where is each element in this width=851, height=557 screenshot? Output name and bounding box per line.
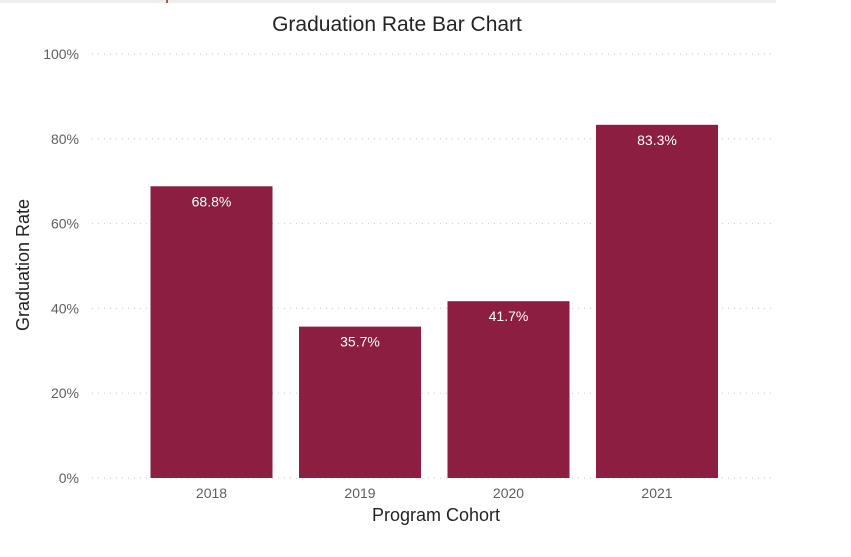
bar[interactable]	[447, 301, 570, 478]
bars	[150, 124, 718, 479]
y-tick-label: 60%	[51, 216, 79, 232]
top-border	[0, 0, 776, 3]
x-tick-label: 2018	[196, 485, 227, 501]
x-axis-title: Program Cohort	[372, 505, 500, 525]
bar-data-label: 41.7%	[489, 308, 529, 324]
bar-data-label: 35.7%	[340, 334, 380, 350]
bar[interactable]	[150, 186, 273, 478]
x-tick-label: 2019	[344, 485, 375, 501]
bar-data-label: 83.3%	[637, 132, 677, 148]
y-tick-label: 40%	[51, 300, 79, 316]
y-axis-title: Graduation Rate	[13, 199, 33, 331]
data-labels: 68.8% 35.7% 41.7% 83.3%	[192, 132, 677, 350]
bar[interactable]	[299, 326, 421, 478]
bar-data-label: 68.8%	[192, 193, 232, 209]
bar[interactable]	[596, 124, 718, 479]
y-axis-ticks: 0% 20% 40% 60% 80% 100%	[43, 46, 79, 486]
x-tick-label: 2021	[641, 485, 672, 501]
y-tick-label: 20%	[51, 385, 79, 401]
x-tick-label: 2020	[493, 485, 524, 501]
top-border-accent	[166, 0, 168, 3]
x-axis-ticks: 2018 2019 2020 2021	[196, 485, 673, 501]
y-tick-label: 0%	[59, 470, 79, 486]
y-tick-label: 100%	[43, 46, 79, 62]
y-tick-label: 80%	[51, 131, 79, 147]
chart-title: Graduation Rate Bar Chart	[272, 13, 522, 36]
